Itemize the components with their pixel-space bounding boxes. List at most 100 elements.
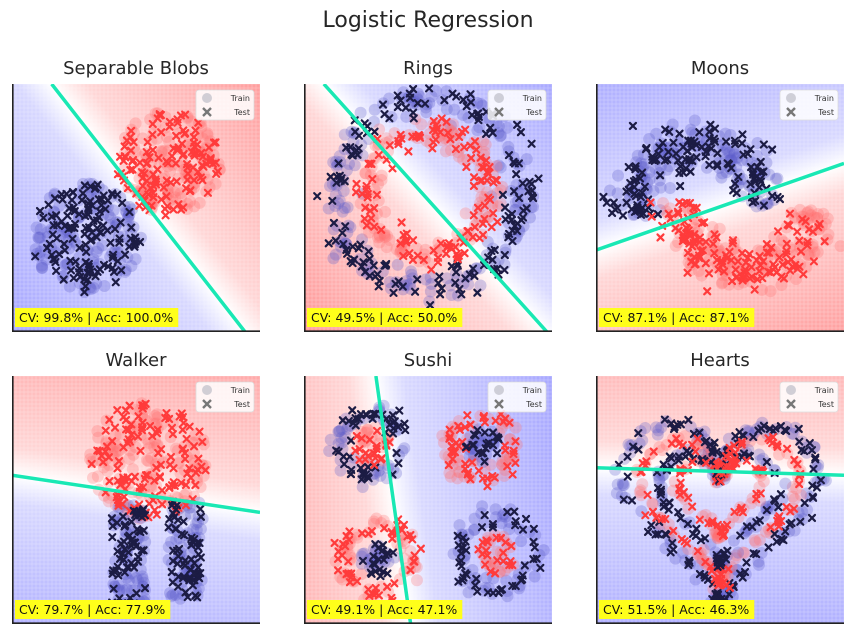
test-point xyxy=(484,253,493,262)
train-point xyxy=(779,477,792,490)
plot-rings: Train Test CV: 49.5% | Acc: 50.0% xyxy=(304,84,552,332)
test-point xyxy=(718,531,728,541)
test-point xyxy=(685,239,694,248)
test-point xyxy=(180,561,190,570)
test-point xyxy=(149,193,158,202)
test-point xyxy=(433,258,443,267)
test-point xyxy=(372,190,382,199)
test-point xyxy=(716,477,725,486)
train-point xyxy=(33,249,46,262)
test-point xyxy=(138,404,147,413)
test-point xyxy=(180,454,190,464)
test-point xyxy=(660,156,669,165)
train-point xyxy=(336,205,349,218)
test-point xyxy=(728,456,737,465)
test-point xyxy=(656,233,665,242)
test-point xyxy=(119,473,128,482)
train-point xyxy=(122,214,135,227)
test-point xyxy=(165,515,174,524)
test-point xyxy=(337,174,346,183)
test-point xyxy=(445,425,454,434)
test-point xyxy=(444,239,454,248)
train-point xyxy=(209,177,222,190)
test-point xyxy=(469,211,478,220)
test-point xyxy=(392,448,401,458)
legend-train-marker xyxy=(202,385,212,395)
train-point xyxy=(151,408,164,421)
test-point xyxy=(50,194,60,203)
train-point xyxy=(432,236,445,249)
test-point xyxy=(63,211,72,220)
legend-train-label: Train xyxy=(522,94,542,103)
train-point xyxy=(142,436,155,449)
test-point xyxy=(351,188,361,197)
train-point xyxy=(695,269,708,282)
train-point xyxy=(150,417,163,430)
test-point xyxy=(189,133,199,142)
test-point xyxy=(757,424,766,433)
test-point xyxy=(364,585,373,594)
test-point xyxy=(313,192,322,201)
test-point xyxy=(117,266,126,275)
train-point xyxy=(706,261,719,274)
test-point xyxy=(105,415,114,424)
test-point xyxy=(116,218,125,227)
train-point xyxy=(811,246,824,259)
train-point xyxy=(404,265,417,278)
test-point xyxy=(628,442,638,451)
test-point xyxy=(193,538,202,547)
test-point xyxy=(146,421,155,431)
test-point xyxy=(714,265,723,274)
train-point xyxy=(368,189,381,202)
train-point xyxy=(120,583,133,596)
test-point xyxy=(169,546,178,555)
test-point xyxy=(399,251,408,261)
test-point xyxy=(186,565,195,574)
train-point xyxy=(420,106,433,119)
test-point xyxy=(183,175,192,185)
panel-title: Sushi xyxy=(403,350,453,371)
test-point xyxy=(182,434,191,444)
test-point xyxy=(496,533,505,543)
test-point xyxy=(703,287,712,296)
test-point xyxy=(120,545,129,554)
train-point xyxy=(129,403,142,416)
test-point xyxy=(47,212,57,221)
train-point xyxy=(37,209,50,222)
test-point xyxy=(393,102,402,112)
test-point xyxy=(437,284,446,293)
test-point xyxy=(504,233,513,242)
train-point xyxy=(34,231,47,244)
test-point xyxy=(475,234,484,243)
train-point xyxy=(457,108,470,121)
train-point xyxy=(452,289,465,302)
train-point xyxy=(643,132,656,145)
train-point xyxy=(407,97,420,110)
train-point xyxy=(424,285,437,298)
train-point xyxy=(786,480,799,493)
test-point xyxy=(380,110,389,119)
test-point xyxy=(140,511,150,520)
test-point xyxy=(194,563,203,572)
test-point xyxy=(504,151,514,160)
test-point xyxy=(774,522,783,531)
test-point xyxy=(151,180,161,189)
test-point xyxy=(167,567,176,577)
train-point xyxy=(343,549,356,562)
train-point xyxy=(494,546,507,559)
test-point xyxy=(683,268,692,277)
test-point xyxy=(432,121,441,130)
test-point xyxy=(457,544,466,553)
test-point xyxy=(89,216,98,225)
test-point xyxy=(39,213,48,222)
test-point xyxy=(785,221,794,230)
test-point xyxy=(652,155,661,164)
test-point xyxy=(66,266,76,275)
test-point xyxy=(52,234,61,243)
test-point xyxy=(150,506,159,515)
train-point xyxy=(439,448,452,461)
train-point xyxy=(805,204,818,217)
train-point xyxy=(190,517,203,530)
test-point xyxy=(706,562,715,571)
test-point xyxy=(716,558,726,567)
